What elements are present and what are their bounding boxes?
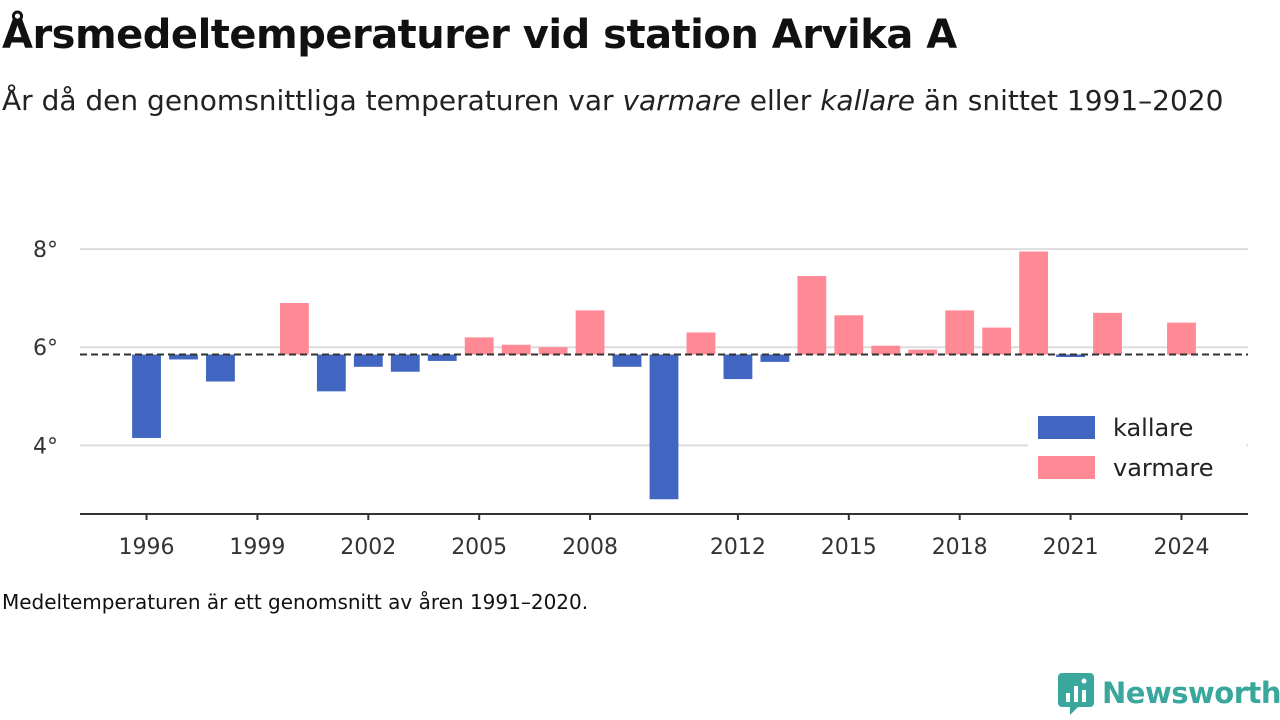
legend-label-kallare: kallare [1113,414,1193,442]
y-tick-label-6: 6° [33,336,58,361]
y-axis-ticks: 4° 6° 8° [33,238,58,459]
bar-2011-varmare [686,332,716,355]
x-tick-label-2021: 2021 [1043,535,1099,560]
x-tick-label-2002: 2002 [340,535,396,560]
bar-1996-kallare [132,354,161,438]
bar-2003-kallare [390,354,420,372]
subtitle-text-1: År då den genomsnittliga temperaturen va… [2,84,623,117]
bar-2015-varmare [834,315,864,355]
x-tick-label-2015: 2015 [821,535,877,560]
bars [132,251,1196,500]
bar-2010-kallare [649,354,679,500]
footnote: Medeltemperaturen är ett genomsnitt av å… [2,590,589,614]
bar-1997-kallare [169,354,198,360]
bar-2012-kallare [723,354,753,380]
bar-2000-varmare [279,303,309,355]
bar-2018-varmare [945,310,975,355]
x-tick-label-1999: 1999 [229,535,285,560]
x-tick-label-1996: 1996 [119,535,175,560]
bar-2007-varmare [538,347,568,355]
y-tick-label-8: 8° [33,238,58,263]
bar-2001-kallare [316,354,346,392]
bar-2019-varmare [982,327,1012,355]
x-tick-label-2008: 2008 [562,535,618,560]
x-axis: 1996 1999 2002 2005 2008 2012 2015 2018 2021 2024 [80,513,1248,560]
bar-2013-kallare [760,354,790,362]
bar-2006-varmare [501,344,531,355]
bar-2008-varmare [575,310,605,355]
y-tick-label-4: 4° [33,434,58,459]
legend-label-varmare: varmare [1113,454,1214,482]
brand-name: Newsworthy [1102,676,1280,710]
chart-title: Årsmedeltemperaturer vid station Arvika … [2,12,957,58]
bar-2009-kallare [612,354,642,367]
bar-2002-kallare [353,354,383,367]
bar-2017-varmare [908,349,938,355]
bar-1998-kallare [206,354,235,382]
legend-swatch-kallare [1038,416,1095,439]
bar-2022-varmare [1093,312,1122,355]
chart-subtitle: År då den genomsnittliga temperaturen va… [2,80,1242,122]
bar-2024-varmare [1167,322,1196,355]
x-tick-label-2012: 2012 [710,535,766,560]
bar-2004-kallare [427,354,457,361]
subtitle-cold-word: kallare [820,84,916,117]
x-tick-label-2024: 2024 [1153,535,1209,560]
x-tick-label-2018: 2018 [932,535,988,560]
bar-2014-varmare [797,276,827,355]
bar-2016-varmare [871,345,901,355]
bar-2021-kallare [1056,354,1085,357]
legend-swatch-varmare [1038,456,1095,479]
bar-2020-varmare [1019,251,1049,355]
subtitle-text-2: eller [740,84,821,117]
subtitle-warm-word: varmare [622,84,741,117]
temperature-bar-chart: 4° 6° 8° 1996 1999 2002 2005 2008 2012 2015 2018 2… [33,238,1248,560]
bar-2005-varmare [464,337,494,355]
newsworthy-logo-icon [1058,673,1094,715]
subtitle-text-3: än snittet 1991–2020 [915,84,1224,117]
brand-logo: Newsworthy [1058,670,1280,716]
x-tick-label-2005: 2005 [451,535,507,560]
legend: kallare varmare [1028,408,1246,498]
